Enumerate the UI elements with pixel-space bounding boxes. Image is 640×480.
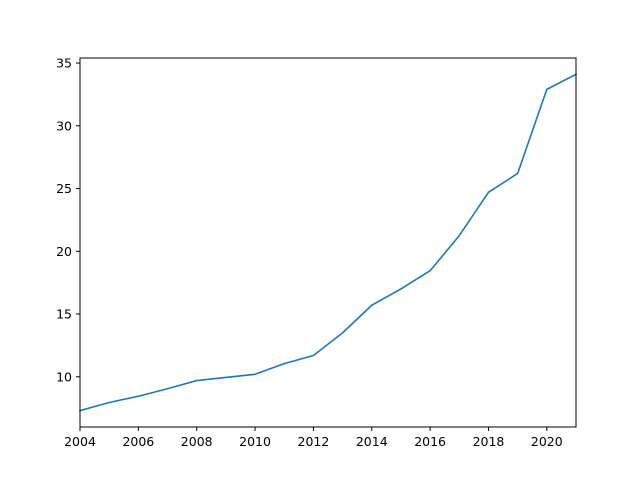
y-axis-ticks: 10 15 20 25 30 35	[56, 56, 80, 384]
y-tick-label: 25	[56, 181, 72, 196]
y-tick-label: 10	[56, 369, 72, 384]
series-layer	[79, 73, 578, 412]
x-tick-label: 2006	[122, 434, 154, 449]
x-tick-label: 2008	[181, 434, 213, 449]
y-tick-label: 35	[56, 56, 72, 71]
y-tick-label: 30	[56, 118, 72, 133]
series-line	[79, 73, 578, 412]
plot-background	[80, 58, 576, 427]
y-tick-label: 20	[56, 244, 72, 259]
x-tick-label: 2012	[298, 434, 330, 449]
x-tick-label: 2014	[356, 434, 388, 449]
x-tick-label: 2020	[531, 434, 563, 449]
x-tick-label: 2016	[414, 434, 446, 449]
x-tick-label: 2018	[473, 434, 505, 449]
plot-frame	[79, 57, 577, 428]
x-tick-label: 2004	[64, 434, 96, 449]
x-tick-label: 2010	[239, 434, 271, 449]
x-axis-ticks: 2004 2006 2008 2010 2012 2014 2016 2018 2020	[64, 427, 563, 449]
y-tick-label: 15	[56, 307, 72, 322]
